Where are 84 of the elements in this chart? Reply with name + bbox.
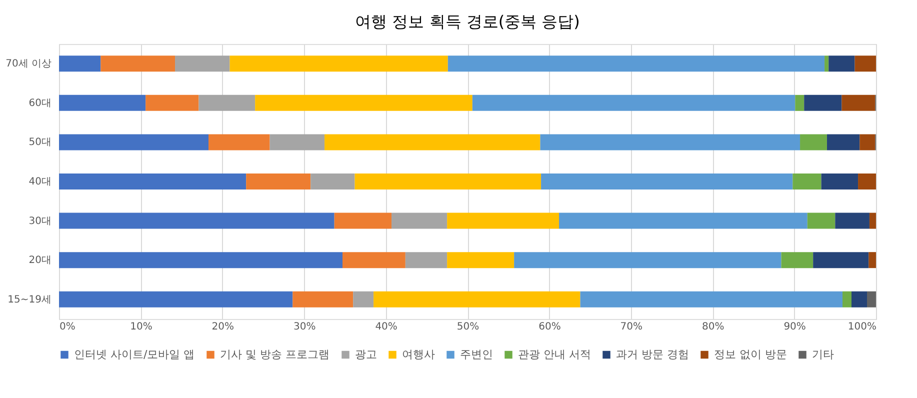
- bar: [374, 291, 580, 308]
- x-tick-label: 0%: [60, 322, 76, 332]
- bar: [826, 134, 860, 150]
- bar: [781, 252, 814, 268]
- bar: [842, 291, 852, 308]
- legend-label: 인터넷 사이트/모바일 앱: [74, 348, 195, 361]
- bar: [59, 94, 146, 111]
- bar: [198, 94, 256, 111]
- x-tick-label: 20%: [212, 322, 234, 332]
- legend-label: 기사 및 방송 프로그램: [220, 348, 330, 361]
- bar: [858, 174, 876, 190]
- bar: [540, 134, 800, 150]
- bar: [146, 94, 199, 111]
- bar: [541, 174, 793, 190]
- legend-label: 과거 방문 경험: [616, 348, 689, 361]
- bar: [175, 56, 230, 72]
- bar: [448, 56, 825, 72]
- bar: [230, 56, 448, 72]
- x-tick-label: 90%: [784, 322, 806, 332]
- bar: [851, 291, 868, 308]
- legend-label: 여행사: [402, 348, 435, 361]
- bar: [867, 291, 876, 308]
- bar: [354, 174, 542, 190]
- legend-label: 기타: [812, 348, 834, 361]
- bar: [835, 212, 870, 229]
- y-tick-label: 70세 이상: [6, 58, 52, 70]
- bar: [559, 212, 808, 229]
- bar: [860, 134, 876, 150]
- bar: [869, 212, 876, 229]
- bar: [447, 252, 514, 268]
- bar: [821, 174, 858, 190]
- bar: [472, 94, 796, 111]
- bar: [255, 94, 472, 111]
- bar: [405, 252, 448, 268]
- x-tick-label: 100%: [848, 322, 876, 332]
- bar: [580, 291, 843, 308]
- y-tick-label: 30대: [28, 216, 52, 227]
- y-tick-label: 50대: [28, 137, 52, 148]
- legend-label: 관광 안내 서적: [518, 348, 591, 361]
- bar: [447, 212, 560, 229]
- x-tick-label: 30%: [293, 322, 316, 332]
- bar: [100, 56, 176, 72]
- legend-label: 정보 없이 방문: [714, 348, 787, 361]
- chart-title: 여행 정보 획득 경로(중복 응답): [355, 12, 580, 31]
- bar: [828, 56, 855, 72]
- bar: [795, 94, 804, 111]
- bar: [392, 212, 448, 229]
- bar: [854, 56, 876, 72]
- bar: [292, 291, 354, 308]
- bar: [59, 212, 334, 229]
- bar: [246, 174, 311, 190]
- x-tick-label: 80%: [702, 322, 724, 332]
- bar: [804, 94, 842, 111]
- bar: [807, 212, 836, 229]
- bar: [59, 174, 246, 190]
- x-tick-label: 70%: [620, 322, 643, 332]
- x-tick-label: 50%: [456, 322, 480, 332]
- bar: [800, 134, 827, 150]
- bar: [514, 252, 782, 268]
- legend-label: 광고: [355, 348, 377, 361]
- bar: [59, 291, 293, 308]
- bar: [842, 94, 876, 111]
- bar: [353, 291, 374, 308]
- bar: [59, 252, 342, 268]
- bar: [310, 174, 355, 190]
- bar: [824, 56, 829, 72]
- bar: [59, 56, 101, 72]
- bar: [813, 252, 869, 268]
- bar: [324, 134, 540, 150]
- legend-label: 주변인: [460, 348, 493, 361]
- bar: [792, 174, 822, 190]
- y-tick-label: 20대: [28, 255, 52, 266]
- bar: [270, 134, 325, 150]
- y-tick-label: 40대: [28, 176, 52, 188]
- bar: [208, 134, 270, 150]
- y-tick-label: 60대: [28, 98, 52, 109]
- y-tick-label: 15~19세: [8, 294, 52, 306]
- bar: [342, 252, 406, 268]
- x-tick-label: 40%: [375, 322, 398, 332]
- x-tick-label: 60%: [538, 322, 561, 332]
- bar: [868, 252, 876, 268]
- x-tick-label: 10%: [130, 322, 152, 332]
- bar: [334, 212, 392, 229]
- bar: [59, 134, 209, 150]
